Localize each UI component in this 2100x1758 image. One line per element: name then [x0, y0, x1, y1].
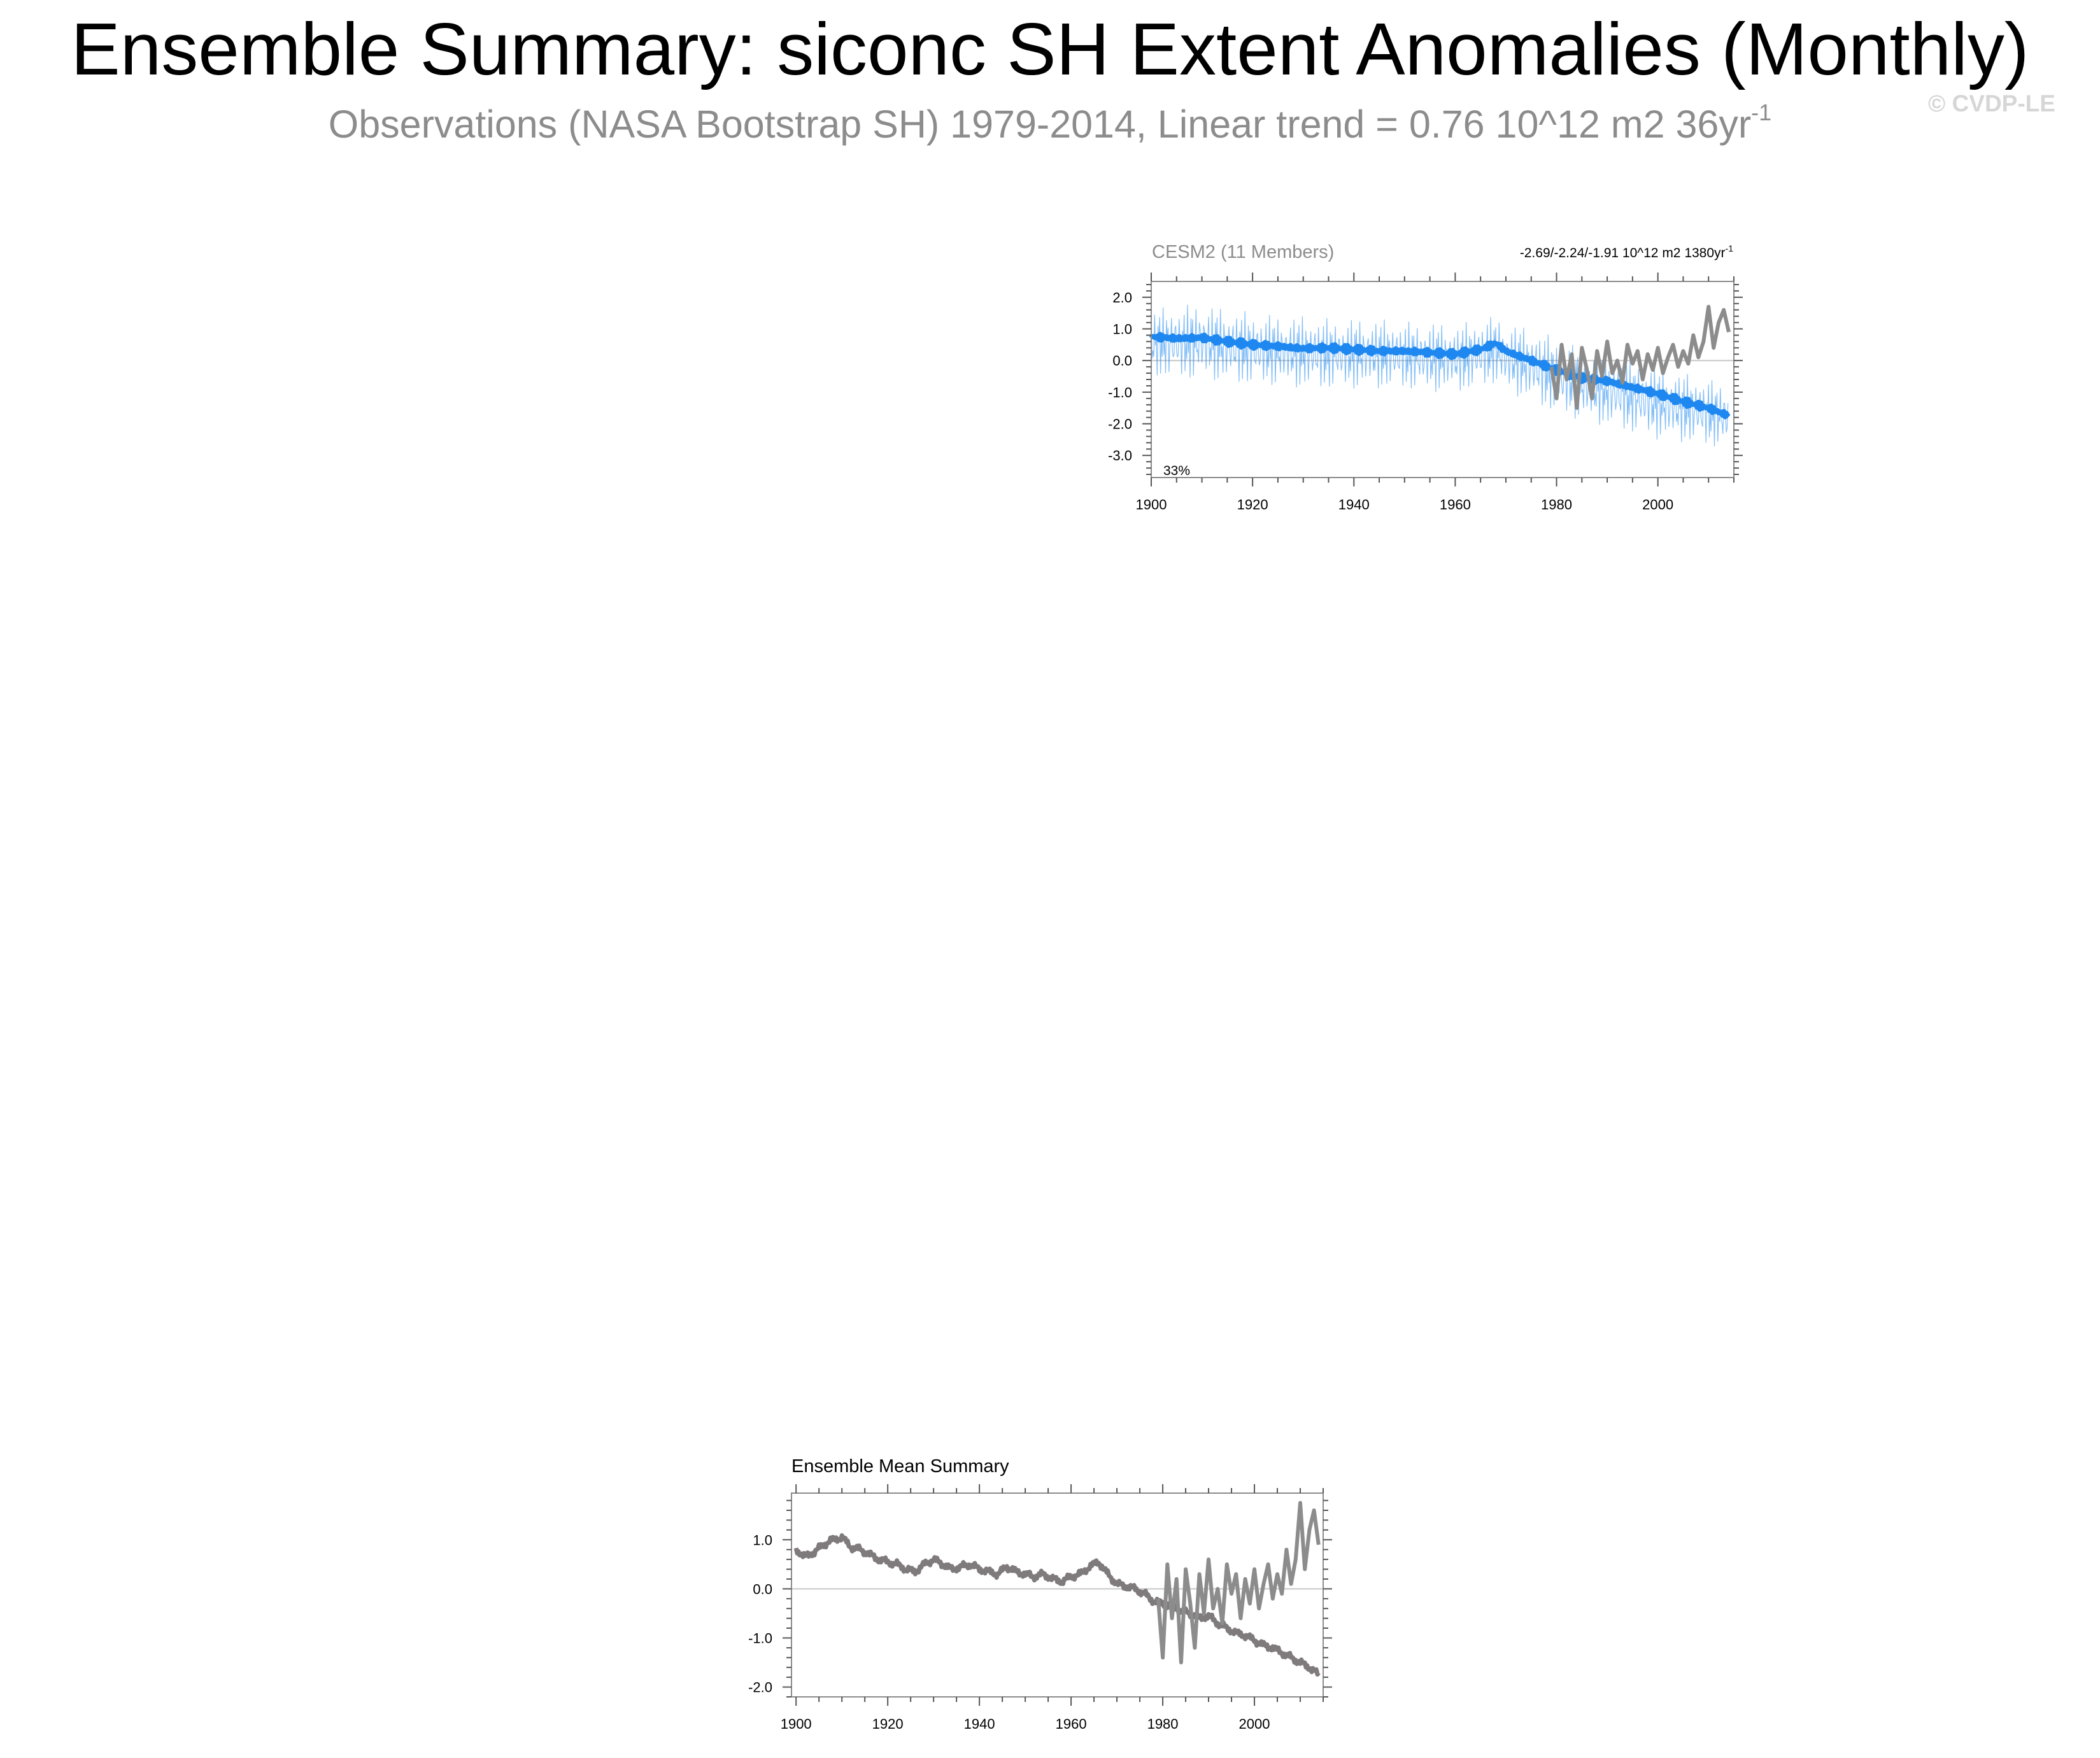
- x-tick-label: 1900: [781, 1716, 812, 1732]
- y-tick-label: 2.0: [1112, 290, 1132, 306]
- x-tick-label: 2000: [1642, 497, 1673, 513]
- ensemble-members-line: [1151, 304, 1729, 447]
- plot-area: 1900 1920 1940 1960 1980 2000 1.0 0.0 -1.0 -2.0: [748, 1484, 1332, 1732]
- trend-label-exponent: -1: [1726, 243, 1734, 253]
- x-tick-label: 1960: [1056, 1716, 1087, 1732]
- trend-label-text: -2.69/-2.24/-1.91 10^12 m2 1380yr: [1520, 246, 1726, 260]
- x-tick-label: 1980: [1147, 1716, 1179, 1732]
- panel-trend-label: -2.69/-2.24/-1.91 10^12 m2 1380yr-1: [1520, 243, 1733, 260]
- panel-title: CESM2 (11 Members): [1152, 242, 1334, 262]
- y-tick-label: -1.0: [748, 1630, 772, 1646]
- panel-annotation: 33%: [1163, 464, 1190, 478]
- y-tick-label: -2.0: [748, 1680, 772, 1696]
- plot-frame: [791, 1492, 1324, 1698]
- y-tick-label: 0.0: [1112, 353, 1132, 369]
- page-title: Ensemble Summary: siconc SH Extent Anoma…: [71, 8, 2029, 90]
- y-tick-label: 1.0: [753, 1532, 772, 1548]
- subtitle-text: Observations (NASA Bootstrap SH) 1979-20…: [328, 103, 1752, 146]
- x-tick-label: 1980: [1541, 497, 1572, 513]
- y-tick-label: -3.0: [1108, 448, 1132, 464]
- watermark: © CVDP-LE: [1928, 90, 2055, 117]
- y-tick-label: -2.0: [1108, 416, 1132, 432]
- observations-line: [1549, 304, 1731, 410]
- ensemble-mean-panel: Ensemble Mean Summary 1900 1920 1940 1960 19…: [748, 1456, 1332, 1732]
- ensemble-mean-line: [793, 1533, 1321, 1677]
- cesm2-panel: CESM2 (11 Members) -2.69/-2.24/-1.91 10^…: [1108, 242, 1743, 513]
- observations-line: [1156, 1501, 1321, 1664]
- ensemble-mean-line: [1149, 332, 1731, 420]
- plot-area: 1900 1920 1940 1960 1980 2000 2.0 1.0 0.0 -1.0 -2.…: [1108, 273, 1743, 513]
- x-tick-label: 1940: [1338, 497, 1370, 513]
- x-tick-label: 1900: [1136, 497, 1167, 513]
- y-tick-label: -1.0: [1108, 385, 1132, 401]
- subtitle-exponent: -1: [1751, 99, 1772, 125]
- x-tick-label: 1960: [1440, 497, 1471, 513]
- y-tick-label: 1.0: [1112, 322, 1132, 337]
- panel-title: Ensemble Mean Summary: [791, 1456, 1009, 1477]
- x-tick-label: 2000: [1239, 1716, 1270, 1732]
- x-tick-label: 1920: [872, 1716, 904, 1732]
- ensemble-spread: [1151, 304, 1729, 447]
- x-tick-label: 1940: [964, 1716, 995, 1732]
- y-tick-label: 0.0: [753, 1581, 772, 1597]
- x-tick-label: 1920: [1237, 497, 1268, 513]
- page-subtitle: Observations (NASA Bootstrap SH) 1979-20…: [0, 99, 2100, 146]
